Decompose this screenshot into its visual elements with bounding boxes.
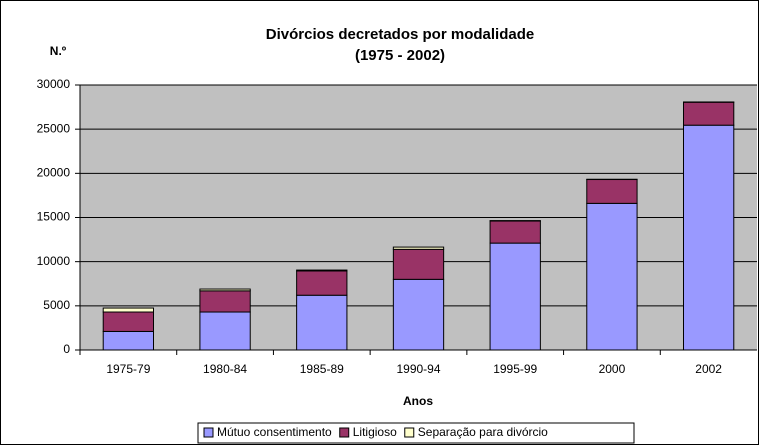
bar-segment bbox=[102, 311, 155, 332]
x-axis-label: Anos bbox=[403, 394, 433, 408]
chart-title: Divórcios decretados por modalidade bbox=[266, 26, 534, 43]
x-tick-label: 1975-79 bbox=[106, 362, 150, 376]
bar-segment bbox=[392, 248, 445, 280]
bar-segment bbox=[392, 246, 445, 250]
bar-segment bbox=[199, 290, 251, 313]
bar-segment bbox=[199, 288, 251, 292]
bar-segment bbox=[586, 179, 638, 204]
bar-segment bbox=[296, 270, 348, 296]
bar-segment bbox=[102, 330, 155, 351]
x-tick-label: 1985-89 bbox=[300, 362, 344, 376]
bar-segment bbox=[489, 242, 541, 351]
bar-segment bbox=[489, 220, 541, 244]
y-tick-label: 10000 bbox=[37, 254, 71, 268]
legend-box bbox=[197, 422, 635, 444]
y-tick-label: 30000 bbox=[37, 77, 71, 91]
bar-segment bbox=[296, 294, 348, 351]
y-tick-label: 15000 bbox=[37, 210, 71, 224]
bar-segment bbox=[199, 311, 251, 351]
x-tick-label: 2000 bbox=[599, 362, 626, 376]
legend-swatch bbox=[404, 427, 415, 438]
legend-label: Litigioso bbox=[353, 425, 397, 439]
legend-swatch bbox=[339, 427, 350, 438]
bar-segment bbox=[682, 101, 735, 126]
x-tick-label: 2002 bbox=[695, 362, 722, 376]
x-tick-label: 1980-84 bbox=[203, 362, 247, 376]
y-tick-label: 0 bbox=[63, 342, 70, 356]
legend-label: Mútuo consentimento bbox=[217, 425, 332, 439]
bar-segment bbox=[392, 278, 445, 351]
legend-label: Separação para divórcio bbox=[418, 425, 548, 439]
bar-segment bbox=[682, 124, 735, 351]
legend-swatch bbox=[203, 427, 214, 438]
bar-segment bbox=[586, 202, 638, 351]
y-tick-label: 25000 bbox=[37, 121, 71, 135]
x-tick-label: 1995-99 bbox=[493, 362, 537, 376]
chart-subtitle: (1975 - 2002) bbox=[355, 47, 445, 64]
y-axis-label: N.º bbox=[50, 44, 67, 58]
y-tick-label: 5000 bbox=[43, 298, 70, 312]
y-tick-label: 20000 bbox=[37, 166, 71, 180]
bar-segment bbox=[296, 269, 348, 272]
bar-segment bbox=[102, 307, 155, 313]
x-tick-label: 1990-94 bbox=[396, 362, 440, 376]
